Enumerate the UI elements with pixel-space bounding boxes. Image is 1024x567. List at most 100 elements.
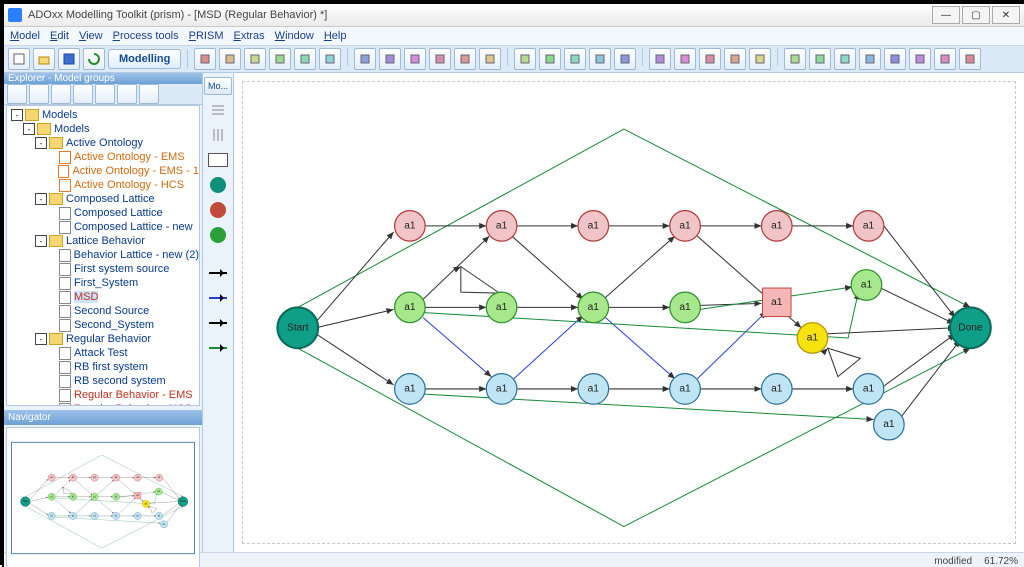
toolbar-refresh-icon[interactable] [83,48,105,70]
tree-item[interactable]: Attack Test [7,346,199,360]
diagram-node[interactable]: a1 [70,512,77,519]
diagram-edge[interactable] [606,318,675,379]
toolbar-grid-icon[interactable] [219,48,241,70]
diagram-edge[interactable] [423,236,489,299]
navigator-thumbnail[interactable]: a1a1a1a1a1a1a1a1a1a1a1a1a1a1a1a1a1a1a1a1… [6,427,200,567]
tree-item[interactable]: Composed Lattice [7,206,199,220]
tree-item[interactable]: -Models [7,108,199,122]
diagram-node[interactable]: a1 [91,474,98,481]
diagram-edge[interactable] [422,394,873,419]
diagram-node-square[interactable]: a1 [134,492,141,499]
tree-item[interactable]: -Regular Behavior [7,332,199,346]
diagram-edge[interactable] [30,497,48,501]
diagram-edge[interactable] [76,499,92,514]
toolbar-sel-icon[interactable] [749,48,771,70]
tree-item[interactable]: RB first system [7,360,199,374]
palette-align-h-icon[interactable] [208,100,228,120]
toolbar-run-icon[interactable] [539,48,561,70]
tree-item[interactable]: Second Source [7,304,199,318]
diagram-node[interactable]: a1 [670,374,701,405]
diagram-node[interactable]: Done [178,497,188,507]
diagram-node[interactable]: a1 [853,374,884,405]
toolbar-open-icon[interactable] [33,48,55,70]
diagram-node[interactable]: a1 [395,292,426,323]
tree-item[interactable]: RB second system [7,374,199,388]
maximize-button[interactable]: ▢ [962,6,990,24]
menu-prism[interactable]: PRISM [189,30,224,42]
toolbar-c-icon[interactable] [834,48,856,70]
model-tree[interactable]: -Models-Models-Active OntologyActive Ont… [6,105,200,406]
diagram-edge[interactable] [316,232,393,322]
palette-tab[interactable]: Mo... [204,77,232,95]
minimize-button[interactable]: — [932,6,960,24]
diagram-node[interactable]: a1 [670,211,701,242]
diagram-node[interactable]: a1 [48,474,55,481]
toolbar-e-icon[interactable] [884,48,906,70]
toolbar-fit-icon[interactable] [699,48,721,70]
diagram-node[interactable]: a1 [761,211,792,242]
toolbar-save-icon[interactable] [58,48,80,70]
toolbar-new-icon[interactable] [8,48,30,70]
diagram-node[interactable]: a1 [853,211,884,242]
diagram-node[interactable]: a1 [874,409,905,440]
menu-window[interactable]: Window [275,30,314,42]
diagram-edge[interactable] [316,334,393,385]
diagram-edge[interactable] [884,226,955,318]
diagram-node[interactable]: Start [21,497,31,507]
diagram-node[interactable]: a1 [486,374,517,405]
diagram-node[interactable]: a1 [156,474,163,481]
diagram-edge[interactable] [163,478,180,500]
diagram-edge[interactable] [119,498,135,514]
diagram-edge[interactable] [30,503,48,515]
diagram-edge[interactable] [514,316,583,379]
diagram-edge[interactable] [879,287,954,324]
diagram-edge[interactable] [512,236,583,299]
explorer-btn-1[interactable] [7,84,27,104]
diagram-node[interactable]: a1 [395,211,426,242]
tree-item[interactable]: Active Ontology - EMS - 1 [7,164,199,178]
diagram-node[interactable]: a1 [113,474,120,481]
toolbar-d-icon[interactable] [859,48,881,70]
toolbar-cut-icon[interactable] [294,48,316,70]
diagram-node[interactable]: a1 [48,512,55,519]
diagram-node[interactable]: a1 [91,512,98,519]
tree-item[interactable]: Second_System [7,318,199,332]
diagram-node[interactable]: a1 [155,488,162,495]
explorer-btn-7[interactable] [139,84,159,104]
menu-view[interactable]: View [79,30,103,42]
diagram-node[interactable]: a1 [48,493,55,500]
toolbar-stop-icon[interactable] [564,48,586,70]
toolbar-group-icon[interactable] [354,48,376,70]
diagram-edge[interactable] [298,348,971,526]
diagram-edge[interactable] [162,492,180,501]
diagram-canvas[interactable]: a1a1a1a1a1a1a1a1a1a1a1a1a1a1a1a1a1a1a1a1… [234,73,1024,552]
explorer-btn-4[interactable] [73,84,93,104]
diagram-edge[interactable] [298,129,971,307]
diagram-node[interactable]: a1 [797,323,828,354]
diagram-edge[interactable] [316,309,393,327]
diagram-node[interactable]: a1 [156,512,163,519]
diagram-edge[interactable] [55,499,71,513]
explorer-btn-2[interactable] [29,84,49,104]
diagram-edge[interactable] [700,303,761,305]
palette-start-node[interactable] [208,175,228,195]
tree-item[interactable]: First_System [7,276,199,290]
tree-item[interactable]: Composed Lattice - new [7,220,199,234]
tree-item[interactable]: -Models [7,122,199,136]
toolbar-print-icon[interactable] [404,48,426,70]
tree-item[interactable]: -Composed Lattice [7,192,199,206]
tree-item[interactable]: -Active Ontology [7,136,199,150]
diagram-edge[interactable] [604,236,675,299]
diagram-node[interactable]: a1 [91,493,98,500]
palette-arrow-3[interactable] [208,313,228,333]
diagram-edge[interactable] [423,318,491,377]
diagram-edge[interactable] [883,334,955,387]
diagram-node[interactable]: a1 [761,374,792,405]
explorer-btn-5[interactable] [95,84,115,104]
palette-align-v-icon[interactable] [208,125,228,145]
tree-item[interactable]: Regular Behavior - EMS [7,388,199,402]
diagram-node[interactable]: a1 [578,211,609,242]
diagram-node[interactable]: a1 [578,292,609,323]
tree-item[interactable]: Behavior Lattice - new (2) [7,248,199,262]
menu-process-tools[interactable]: Process tools [113,30,179,42]
